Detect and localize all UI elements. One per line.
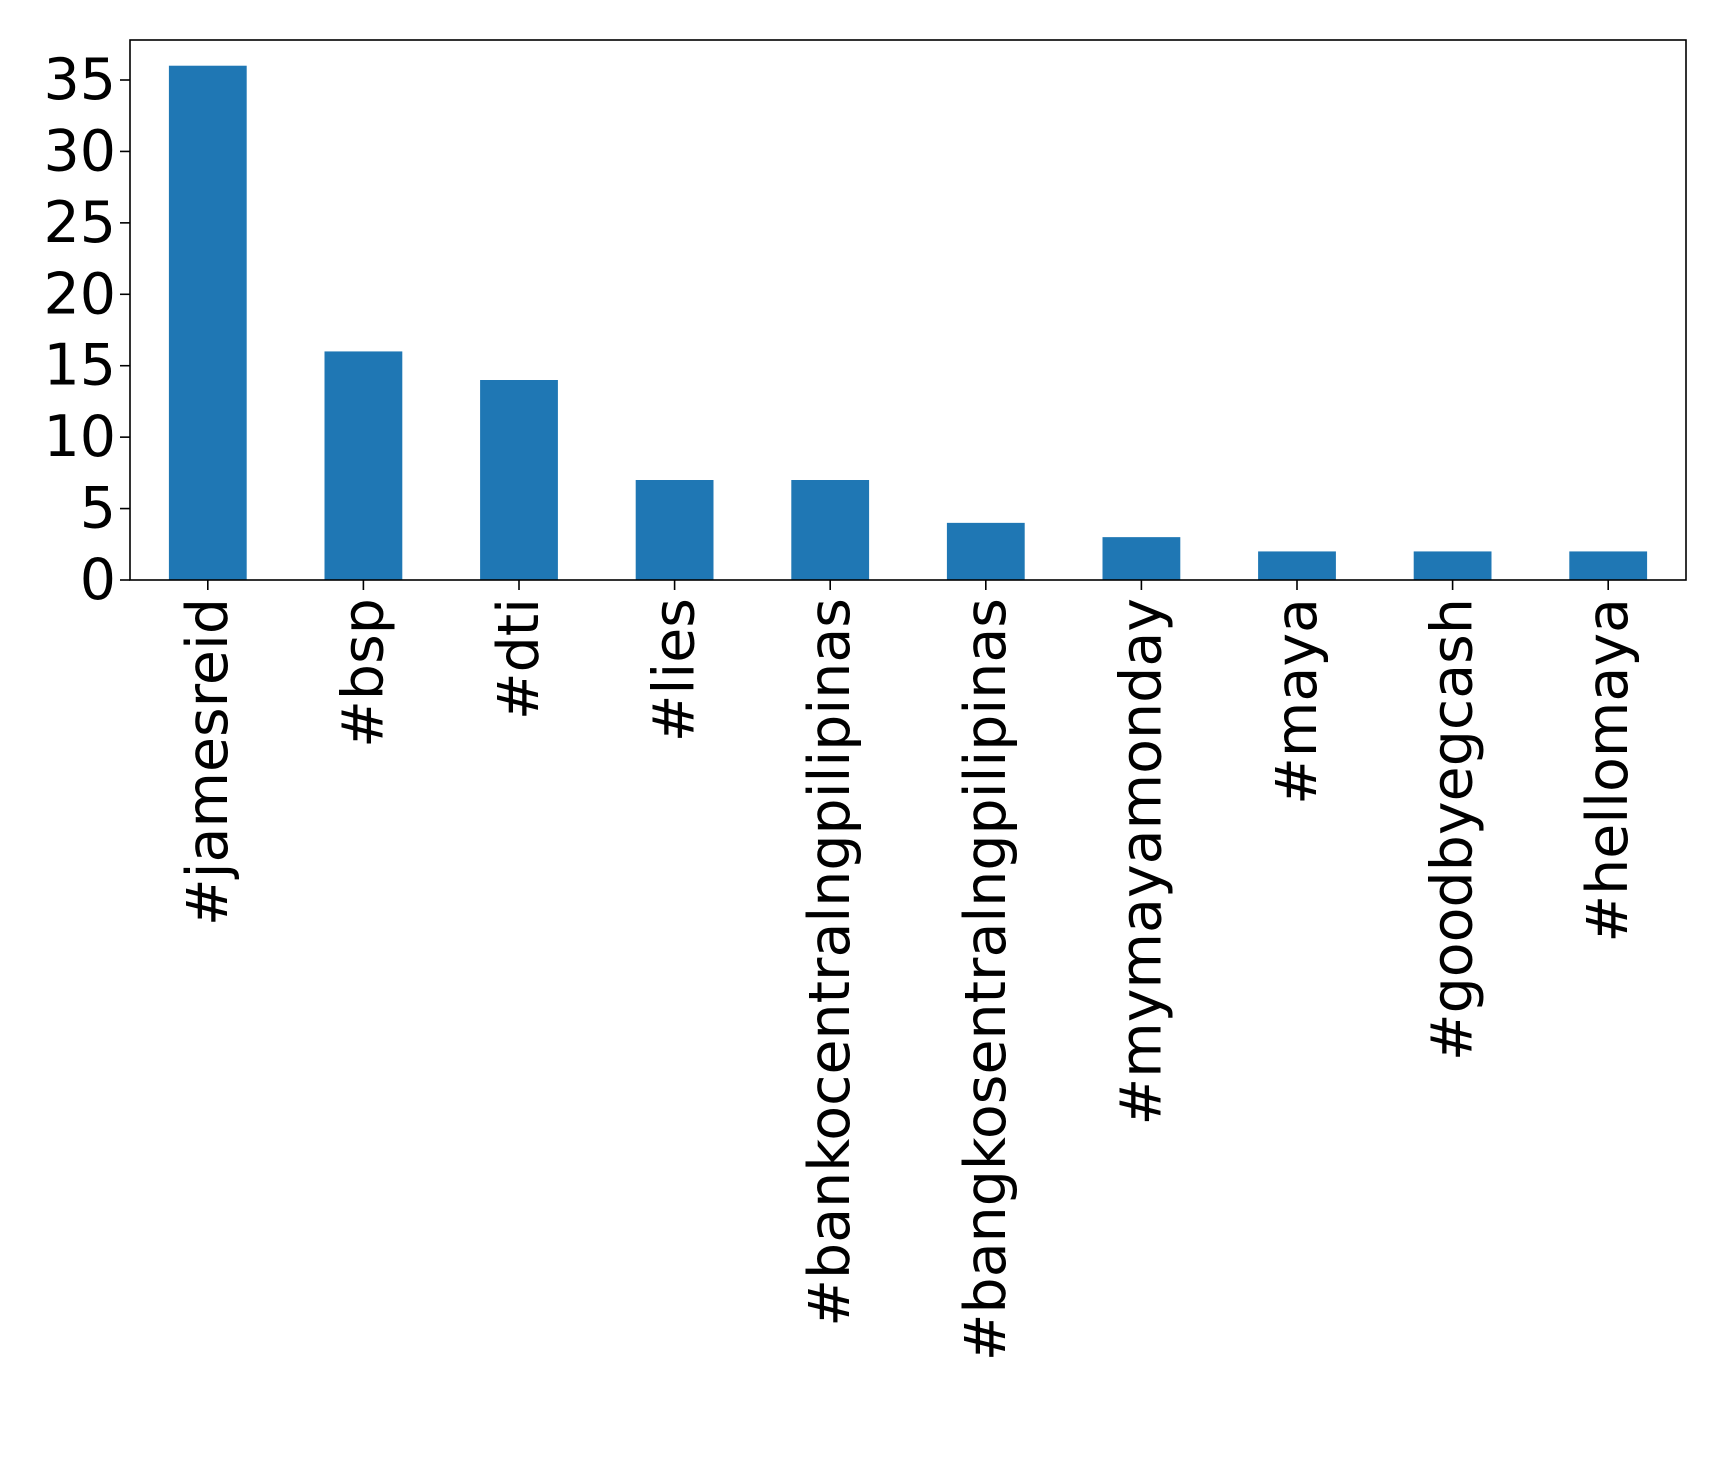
- bar-lies: [635, 480, 714, 580]
- bar-dti: [480, 380, 558, 580]
- x-tick-label: #jamesreid: [175, 598, 241, 926]
- y-tick-label: 5: [80, 476, 116, 542]
- bar-jamesreid: [168, 65, 247, 580]
- x-tick-label: #mymayamonday: [1108, 598, 1174, 1126]
- x-tick-label: #hellomaya: [1575, 598, 1641, 943]
- x-tick-label: #goodbyegcash: [1420, 598, 1486, 1061]
- y-tick-label: 30: [43, 118, 116, 184]
- x-tick-label: #lies: [642, 598, 708, 742]
- x-tick-label: #bankocentralngpilipinas: [797, 598, 863, 1327]
- bar-bankocentralngpilipinas: [791, 480, 870, 580]
- y-tick-label: 15: [43, 333, 116, 399]
- y-tick-label: 0: [80, 547, 116, 613]
- x-tick-label: #bsp: [330, 598, 396, 748]
- bar-goodbyegcash: [1413, 551, 1492, 580]
- x-axis: #jamesreid #bsp #dti #lies #bankocentralngpi…: [175, 580, 1641, 1361]
- bar-maya: [1258, 551, 1336, 580]
- y-tick-label: 25: [43, 190, 116, 256]
- x-tick-label: #dti: [486, 598, 552, 720]
- x-tick-label: #maya: [1264, 598, 1330, 805]
- x-tick-label: #bangkosentralngpilipinas: [953, 598, 1019, 1361]
- axes-frame: [129, 39, 1687, 581]
- bars: [168, 65, 1648, 580]
- bar-mymayamonday: [1102, 537, 1181, 580]
- bar-hellomaya: [1569, 551, 1648, 580]
- bar-bsp: [324, 351, 403, 580]
- bar-bangkosentralngpilipinas: [946, 522, 1025, 580]
- y-tick-label: 35: [43, 47, 116, 113]
- y-tick-label: 10: [43, 404, 116, 470]
- y-tick-label: 20: [43, 261, 116, 327]
